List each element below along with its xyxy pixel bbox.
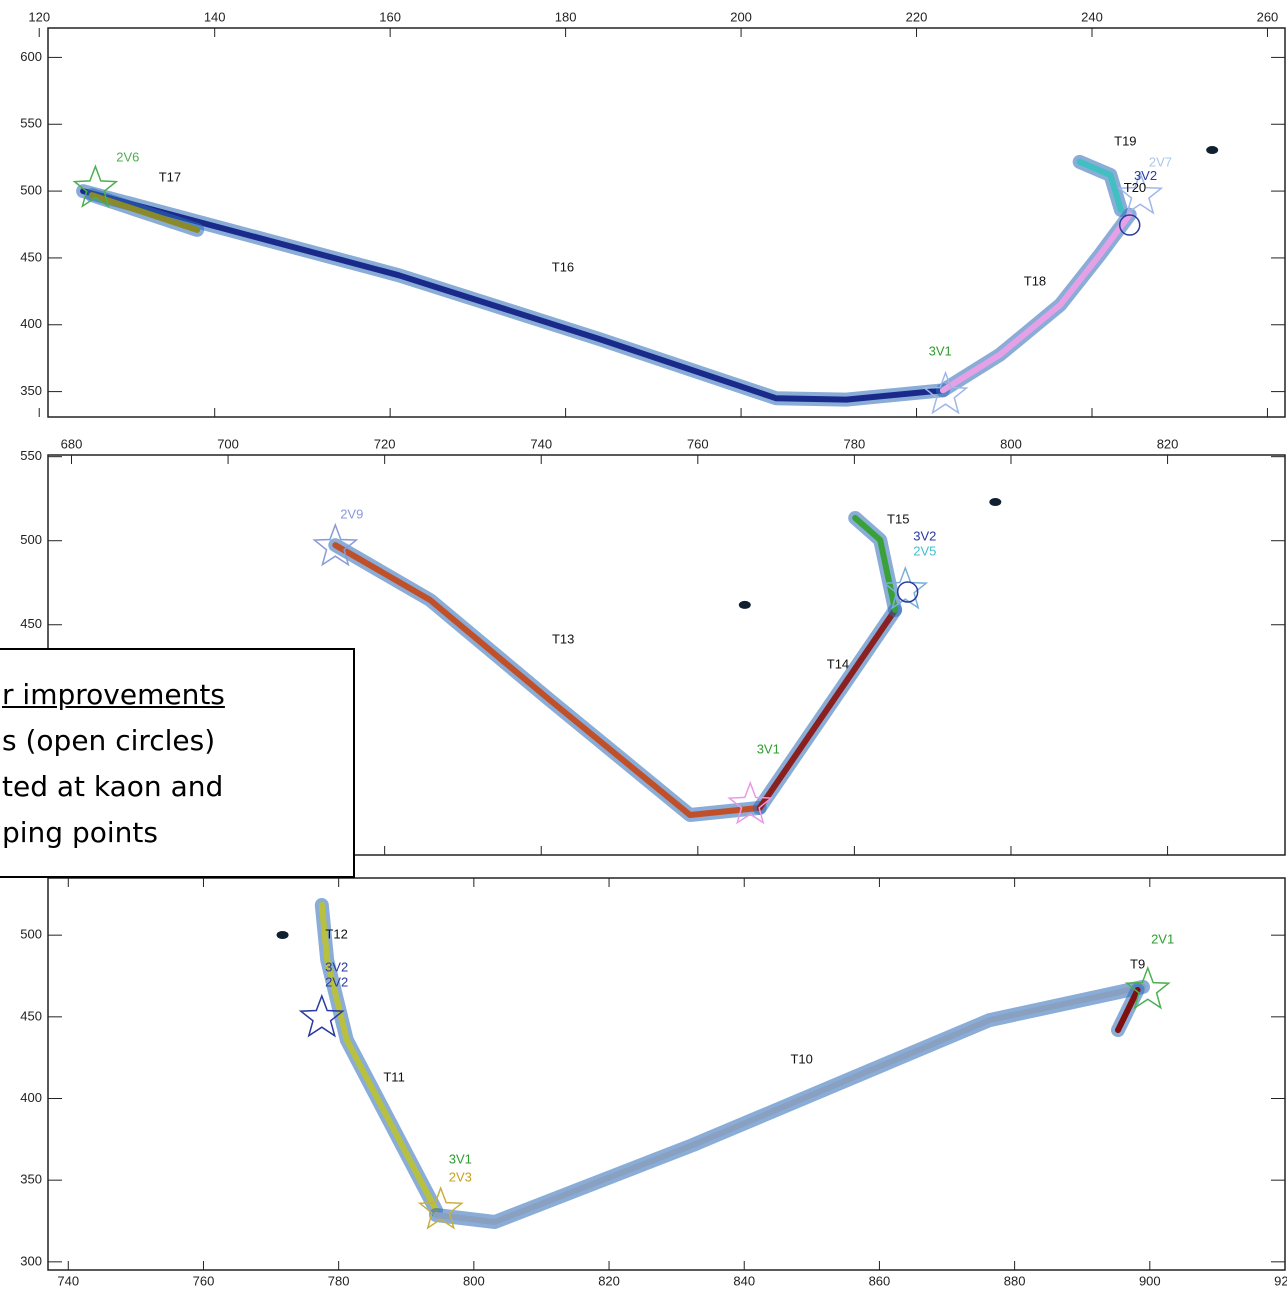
x-tick-label: 720	[374, 436, 396, 451]
track-label: 3V1	[929, 343, 952, 358]
x-tick-label: 880	[1004, 1273, 1026, 1288]
track-label: 2V2	[325, 974, 348, 989]
note-line: ted at kaon and	[0, 764, 353, 810]
y-tick-label: 450	[20, 616, 42, 631]
track-label: 3V2	[913, 528, 936, 543]
track-label: 3V1	[757, 741, 780, 756]
hit-dot	[739, 601, 751, 609]
y-tick-label: 550	[20, 116, 42, 131]
hit-dot	[989, 498, 1001, 506]
hit-dot	[277, 931, 289, 939]
y-tick-label: 350	[20, 1172, 42, 1187]
x-tick-label: 900	[1139, 1273, 1161, 1288]
x-tick-label: 740	[530, 436, 552, 451]
y-tick-label: 500	[20, 532, 42, 547]
note-box: r improvements s (open circles) ted at k…	[0, 648, 355, 878]
x-tick-label: 920	[1274, 1273, 1287, 1288]
note-line: s (open circles)	[0, 718, 353, 764]
y-tick-label: 350	[20, 383, 42, 398]
track-halo	[83, 191, 943, 400]
x-tick-label: 860	[869, 1273, 891, 1288]
track-label: T14	[827, 657, 849, 672]
track-label: T16	[552, 259, 574, 274]
hit-dot	[1206, 146, 1218, 154]
track-label: 2V9	[340, 506, 363, 521]
track-label: T11	[383, 1069, 404, 1084]
track-label: 2V3	[449, 1169, 472, 1184]
y-tick-label: 500	[20, 927, 42, 942]
x-tick-label: 780	[328, 1273, 350, 1288]
track-label: T20	[1124, 180, 1146, 195]
x-tick-label: 820	[1157, 436, 1179, 451]
x-tick-label: 200	[730, 9, 752, 24]
x-tick-label: 260	[1257, 9, 1279, 24]
page: 120 140 160 180 200 220 240 260 350 400 450 500 550 6…	[0, 0, 1287, 1290]
y-tick-label: 600	[20, 49, 42, 64]
x-tick-label: 180	[555, 9, 577, 24]
track-halo	[335, 545, 759, 815]
track-label: T15	[887, 511, 909, 526]
track-label: T9	[1130, 956, 1145, 971]
chart: 120 140 160 180 200 220 240 260 350 400 450 500 550 6…	[0, 0, 1287, 1290]
track-label: T19	[1114, 133, 1136, 148]
x-tick-label: 760	[193, 1273, 215, 1288]
x-tick-label: 780	[844, 436, 866, 451]
plot-frame	[48, 878, 1285, 1270]
x-tick-label: 800	[1000, 436, 1022, 451]
x-tick-label: 160	[379, 9, 401, 24]
track	[436, 987, 1143, 1222]
x-tick-label: 840	[733, 1273, 755, 1288]
track-label: T10	[790, 1051, 812, 1066]
track-halo	[943, 215, 1130, 391]
track-label: 2V5	[913, 543, 936, 558]
x-tick-label: 220	[906, 9, 928, 24]
x-tick-label: 740	[57, 1273, 79, 1288]
y-tick-label: 550	[20, 448, 42, 463]
y-tick-label: 400	[20, 1090, 42, 1105]
track-label: T17	[159, 169, 181, 184]
y-tick-label: 400	[20, 316, 42, 331]
x-tick-label: 760	[687, 436, 709, 451]
y-tick-label: 450	[20, 249, 42, 264]
x-tick-label: 680	[61, 436, 83, 451]
note-line: r improvements	[0, 672, 353, 718]
x-tick-label: 240	[1081, 9, 1103, 24]
track-label: 3V2	[325, 959, 348, 974]
track-halo	[322, 905, 436, 1210]
x-tick-label: 800	[463, 1273, 485, 1288]
y-tick-label: 450	[20, 1008, 42, 1023]
y-tick-label: 500	[20, 183, 42, 198]
y-tick-label: 300	[20, 1253, 42, 1268]
track-label: 3V1	[449, 1152, 472, 1167]
x-tick-label: 820	[598, 1273, 620, 1288]
track-label: 2V1	[1151, 932, 1174, 947]
track-label: T13	[552, 631, 574, 646]
track	[760, 610, 895, 808]
note-line: ping points	[0, 810, 353, 856]
track-label: T12	[325, 926, 347, 941]
x-tick-label: 120	[28, 9, 50, 24]
x-tick-label: 140	[204, 9, 226, 24]
track-label: 2V6	[116, 149, 139, 164]
track-label: T18	[1024, 273, 1046, 288]
x-tick-label: 700	[217, 436, 239, 451]
